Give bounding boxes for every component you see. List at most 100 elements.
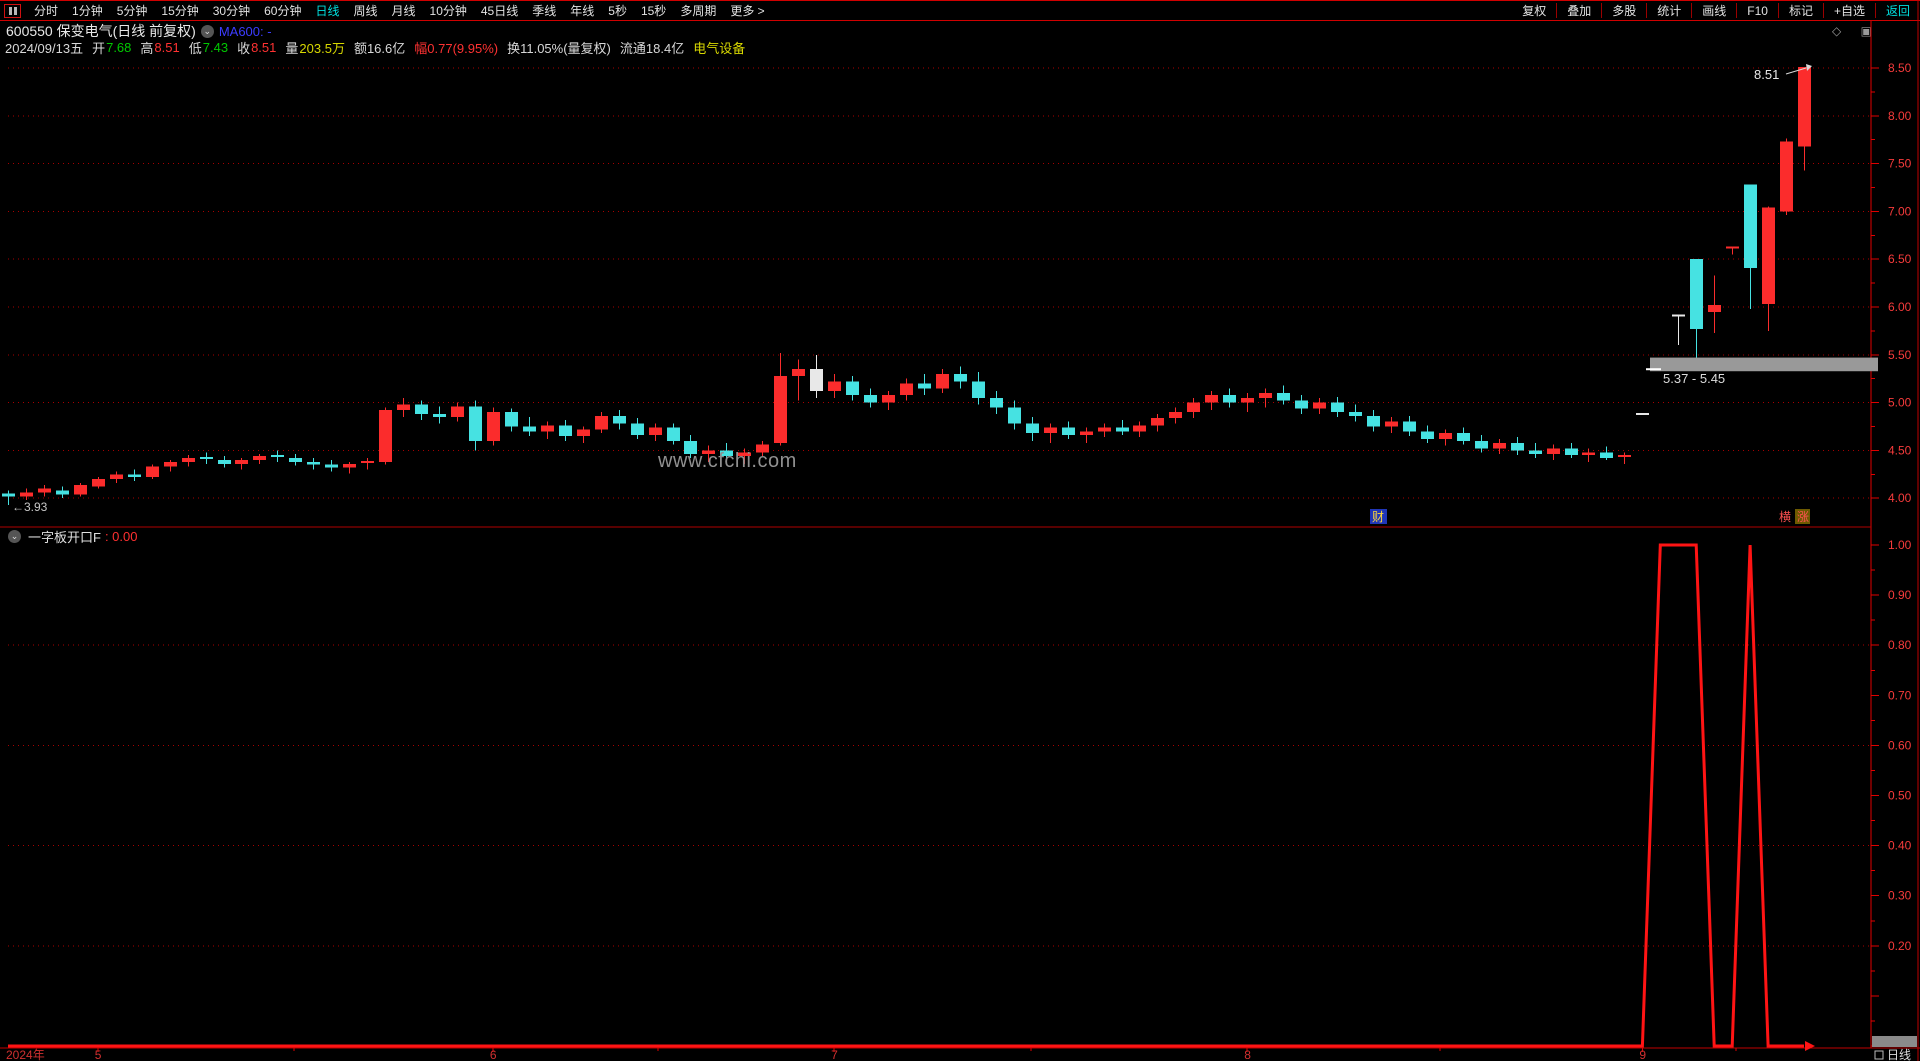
toolbar-button[interactable]: +自选 [1833,4,1865,18]
svg-text:0.50: 0.50 [1888,789,1912,803]
svg-text:5: 5 [95,1048,102,1061]
ad-chip-right-2[interactable]: 涨 [1797,509,1809,524]
quote-segment: 7.43 [202,39,229,55]
toolbar-separator [1736,3,1738,18]
svg-text:0.20: 0.20 [1888,939,1912,953]
price-axis: 8.50 8.00 7.50 7.00 6.50 6.00 5.50 5.00 4.50 4.00… [1871,61,1912,1047]
quote-segment: 额16.6亿 [353,40,406,56]
quote-segment: 收 [237,40,251,56]
menubar-underline [0,20,1920,21]
period-tab[interactable]: 多周期 [680,4,717,18]
svg-text:0.60: 0.60 [1888,738,1912,752]
quote-info-line: 2024/09/13五开 7.68 高 8.51 低 7.43 收 8.51 量 203.5万 额1… [5,39,746,56]
toolbar-button[interactable]: F10 [1747,3,1768,18]
toolbar-button[interactable]: 复权 [1522,4,1547,18]
indicator-line [8,543,1804,1048]
chevron-down-icon[interactable]: ⌄ [200,24,214,38]
period-tab[interactable]: 45日线 [480,4,519,18]
svg-text:2024年: 2024年 [6,1048,45,1061]
board-range-label: 5.37 - 5.45 [1663,371,1725,386]
period-tabs: 分时 1分钟 5分钟 15分钟 30分钟 60分钟 日线 周线 月线 10分钟 45日线 季线 年线 5秒… [27,2,772,19]
period-tab[interactable]: 季线 [532,4,557,18]
svg-text:9: 9 [1639,1048,1646,1061]
svg-text:4.50: 4.50 [1888,443,1912,457]
period-tab[interactable]: 10分钟 [429,4,467,18]
quote-segment: 8.51 [251,39,277,55]
period-tab[interactable]: 30分钟 [212,4,251,18]
indicator-header: ⌄ 一字板开口F : 0.00 [3,528,138,545]
toolbar-button[interactable]: 多股 [1612,4,1637,18]
svg-text:0.80: 0.80 [1888,638,1912,652]
svg-text:7.50: 7.50 [1888,157,1912,171]
svg-text:0.70: 0.70 [1888,688,1912,702]
toolbar-separator [1691,3,1693,18]
toolbar-separator [1874,3,1876,18]
period-tab[interactable]: 月线 [391,4,416,18]
ma-indicator-label: MA600: - [218,23,272,39]
scroll-corner-handle[interactable] [1872,1036,1917,1047]
candlestick-series [2,67,1811,505]
svg-text:7: 7 [831,1048,838,1061]
panel-corner-icons[interactable]: ◇ ▣ [1832,24,1880,38]
period-tab[interactable]: 更多 > [730,4,765,18]
indicator-name: 一字板开口F [28,529,101,545]
toolbar-button[interactable]: 画线 [1702,4,1727,18]
quote-segment: 203.5万 [299,40,345,56]
ad-chip-left[interactable]: 财 [1372,510,1384,524]
svg-text:8.50: 8.50 [1888,61,1912,75]
period-tab[interactable]: 60分钟 [264,4,302,18]
svg-text:4.00: 4.00 [1888,491,1912,505]
period-tab[interactable]: 1分钟 [72,4,103,18]
period-tab[interactable]: 5分钟 [116,4,148,18]
quote-segment: 8.51 [154,39,180,55]
svg-text:0.40: 0.40 [1888,839,1912,853]
period-tab[interactable]: 周线 [353,4,378,18]
quote-segment: 幅0.77(9.95%) [414,40,499,56]
quote-segment: 高 [140,40,154,56]
svg-text:5.00: 5.00 [1888,396,1912,410]
toolbar-menu: 复权 叠加 多股 统计 画线 F10 标记 +自选 返回 [1512,1,1920,20]
toolbar-button[interactable]: 返回 [1885,4,1910,18]
quote-segment: 低 [188,40,202,56]
period-tab[interactable]: 5秒 [608,4,627,18]
toolbar-separator [1822,3,1824,18]
period-status-icon [1874,1050,1884,1060]
svg-text:6.00: 6.00 [1888,300,1912,314]
quote-segment: 7.68 [106,39,132,55]
quote-segment: 流通18.4亿 [619,40,685,56]
period-tab[interactable]: 年线 [570,4,595,18]
period-tab[interactable]: 15秒 [640,4,667,18]
svg-text:0.30: 0.30 [1888,889,1912,903]
toolbar-button[interactable]: 统计 [1657,4,1682,18]
stock-title: 600550 保变电气(日线 前复权) [6,23,196,39]
svg-text:8.00: 8.00 [1888,109,1912,123]
chevron-down-icon[interactable]: ⌄ [8,529,21,543]
board-range-band [1650,357,1878,372]
watermark: www.cfchi.com [657,450,797,472]
quote-segment: 换11.05%(量复权) [507,40,611,56]
period-tab[interactable]: 15分钟 [161,4,199,18]
indicator-value: : 0.00 [104,528,138,544]
period-tab[interactable]: 日线 [315,4,340,18]
period-menubar: 分时 1分钟 5分钟 15分钟 30分钟 60分钟 日线 周线 月线 10分钟 45日线 季线 年线 5秒… [0,1,1920,20]
stock-header: 600550 保变电气(日线 前复权) ⌄ MA600: - [6,23,272,39]
svg-text:0.90: 0.90 [1888,588,1912,602]
toolbar-button[interactable]: 标记 [1788,4,1813,18]
ad-chip-left-bg[interactable] [1370,509,1387,524]
indicator-line-arrow [1805,1041,1815,1051]
toolbar-separator [1556,3,1558,18]
low-price-label: ←3.93 [12,500,48,514]
quote-segment: 量 [285,40,299,56]
toolbar-separator [1646,3,1648,18]
period-tab[interactable]: 分时 [34,4,59,18]
ad-chip-right-bg[interactable] [1795,509,1810,524]
date-axis: 2024年 5 6 7 8 9 [6,1048,1737,1061]
svg-text:6.50: 6.50 [1888,252,1912,266]
svg-text:7.00: 7.00 [1888,204,1912,218]
svg-text:5.50: 5.50 [1888,348,1912,362]
window-icon[interactable] [4,3,21,18]
ad-chip-right-1[interactable]: 横 [1779,510,1791,524]
toolbar-button[interactable]: 叠加 [1567,4,1592,18]
